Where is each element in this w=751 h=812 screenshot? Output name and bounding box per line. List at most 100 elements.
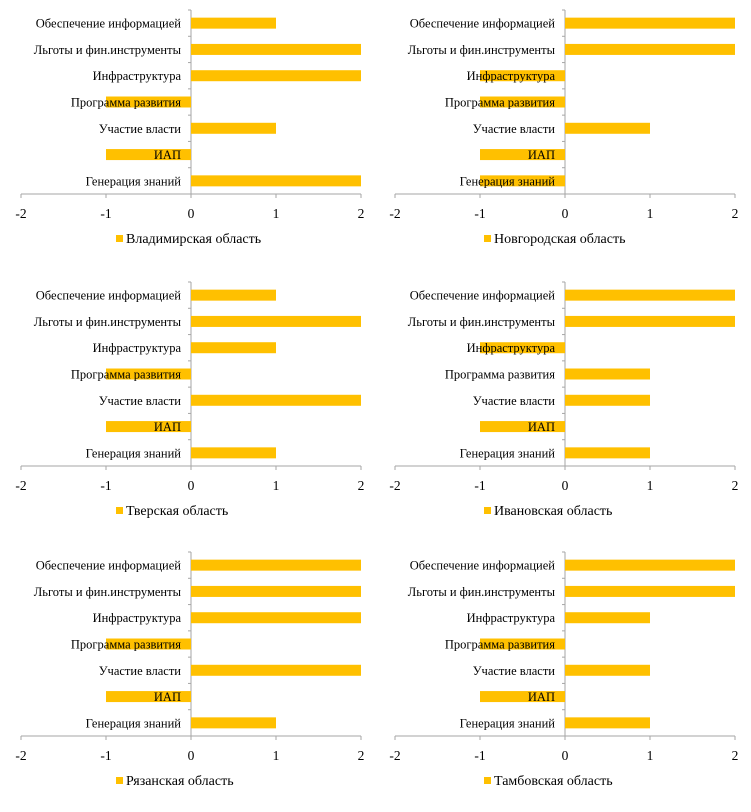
x-tick-label: 0 xyxy=(188,206,195,221)
bar xyxy=(565,368,650,380)
category-label: Льготы и фин.инструменты xyxy=(408,585,556,599)
bar xyxy=(480,342,565,354)
category-label: Программа развития xyxy=(445,638,555,652)
category-label: Обеспечение информацией xyxy=(410,17,556,31)
category-label: Льготы и фин.инструменты xyxy=(34,315,182,329)
x-tick-label: 1 xyxy=(273,478,280,493)
category-label: Участие власти xyxy=(99,122,182,136)
bar xyxy=(191,447,276,459)
legend-label: Тверская область xyxy=(126,504,228,519)
bar xyxy=(191,43,361,55)
bar xyxy=(565,612,650,624)
x-tick-label: -2 xyxy=(15,478,26,493)
x-tick-label: 0 xyxy=(562,748,569,763)
category-label: Участие власти xyxy=(473,664,556,678)
category-label: Инфраструктура xyxy=(93,69,182,83)
legend-label: Тамбовская область xyxy=(494,774,613,789)
bar xyxy=(565,289,735,301)
category-label: ИАП xyxy=(154,690,181,704)
x-tick-label: 1 xyxy=(647,206,654,221)
x-tick-label: -2 xyxy=(15,748,26,763)
bar xyxy=(480,96,565,108)
x-tick-label: 2 xyxy=(732,478,739,493)
category-label: Льготы и фин.инструменты xyxy=(408,315,556,329)
bar xyxy=(106,691,191,703)
bar xyxy=(480,691,565,703)
bar xyxy=(191,289,276,301)
category-label: Инфраструктура xyxy=(93,611,182,625)
category-label: Программа развития xyxy=(71,96,181,110)
category-label: Обеспечение информацией xyxy=(36,289,182,303)
x-tick-label: 1 xyxy=(647,748,654,763)
category-label: Генерация знаний xyxy=(460,174,556,188)
category-label: Обеспечение информацией xyxy=(36,17,182,31)
x-tick-label: -2 xyxy=(389,748,400,763)
bar xyxy=(565,447,650,459)
category-label: Обеспечение информацией xyxy=(410,559,556,573)
bar-chart: Обеспечение информацией Льготы и фин.инст… xyxy=(15,281,364,519)
chart-panel-ivanovo: Обеспечение информацией Льготы и фин.инст… xyxy=(375,272,750,542)
category-label: Обеспечение информацией xyxy=(36,559,182,573)
category-label: Генерация знаний xyxy=(460,716,556,730)
bar xyxy=(191,175,361,187)
legend: Тамбовская область xyxy=(484,774,613,789)
category-label: Программа развития xyxy=(71,638,181,652)
category-label: Льготы и фин.инструменты xyxy=(408,43,556,57)
chart-panel-tver: Обеспечение информацией Льготы и фин.инст… xyxy=(0,272,375,542)
category-label: ИАП xyxy=(154,148,181,162)
category-label: Генерация знаний xyxy=(86,174,182,188)
bar xyxy=(191,664,361,676)
legend: Владимирская область xyxy=(116,232,261,247)
x-tick-label: 0 xyxy=(562,206,569,221)
x-tick-label: -1 xyxy=(100,478,111,493)
bar xyxy=(106,149,191,161)
bar xyxy=(565,17,735,29)
bar xyxy=(480,175,565,187)
x-tick-label: 0 xyxy=(188,478,195,493)
legend-swatch xyxy=(484,777,491,784)
bar xyxy=(565,122,650,134)
bar-chart: Обеспечение информацией Льготы и фин.инст… xyxy=(15,551,364,789)
category-label: Программа развития xyxy=(71,368,181,382)
category-label: Льготы и фин.инструменты xyxy=(34,43,182,57)
bar xyxy=(191,717,276,729)
x-tick-label: -1 xyxy=(100,206,111,221)
bar xyxy=(191,559,361,571)
category-label: Генерация знаний xyxy=(86,446,182,460)
category-label: Льготы и фин.инструменты xyxy=(34,585,182,599)
bar xyxy=(480,70,565,82)
bar xyxy=(191,585,361,597)
x-tick-label: 1 xyxy=(273,206,280,221)
bar xyxy=(565,717,650,729)
legend-swatch xyxy=(116,235,123,242)
x-tick-label: -1 xyxy=(474,478,485,493)
x-tick-label: 1 xyxy=(273,748,280,763)
bar xyxy=(191,342,276,354)
legend-label: Новгородская область xyxy=(494,232,625,247)
category-label: Генерация знаний xyxy=(460,446,556,460)
x-tick-label: -1 xyxy=(474,206,485,221)
legend: Новгородская область xyxy=(484,232,625,247)
legend: Рязанская область xyxy=(116,774,234,789)
bar xyxy=(565,664,650,676)
bar-chart: Обеспечение информацией Льготы и фин.инст… xyxy=(389,9,739,247)
category-label: Генерация знаний xyxy=(86,716,182,730)
x-tick-label: -2 xyxy=(389,478,400,493)
bar xyxy=(106,96,191,108)
bar xyxy=(565,394,650,406)
chart-panel-vladimir: Обеспечение информацией Льготы и фин.инст… xyxy=(0,0,375,270)
bar xyxy=(480,421,565,433)
category-label: Участие власти xyxy=(473,122,556,136)
category-label: Обеспечение информацией xyxy=(410,289,556,303)
category-label: Инфраструктура xyxy=(93,341,182,355)
chart-panel-tambov: Обеспечение информацией Льготы и фин.инст… xyxy=(375,542,750,812)
bar xyxy=(191,70,361,82)
x-tick-label: 2 xyxy=(732,206,739,221)
category-label: ИАП xyxy=(154,420,181,434)
bar-chart: Обеспечение информацией Льготы и фин.инст… xyxy=(389,551,738,789)
bar xyxy=(191,315,361,327)
legend: Тверская область xyxy=(116,504,228,519)
legend-label: Рязанская область xyxy=(126,774,234,789)
bar xyxy=(106,421,191,433)
x-tick-label: 2 xyxy=(358,206,365,221)
